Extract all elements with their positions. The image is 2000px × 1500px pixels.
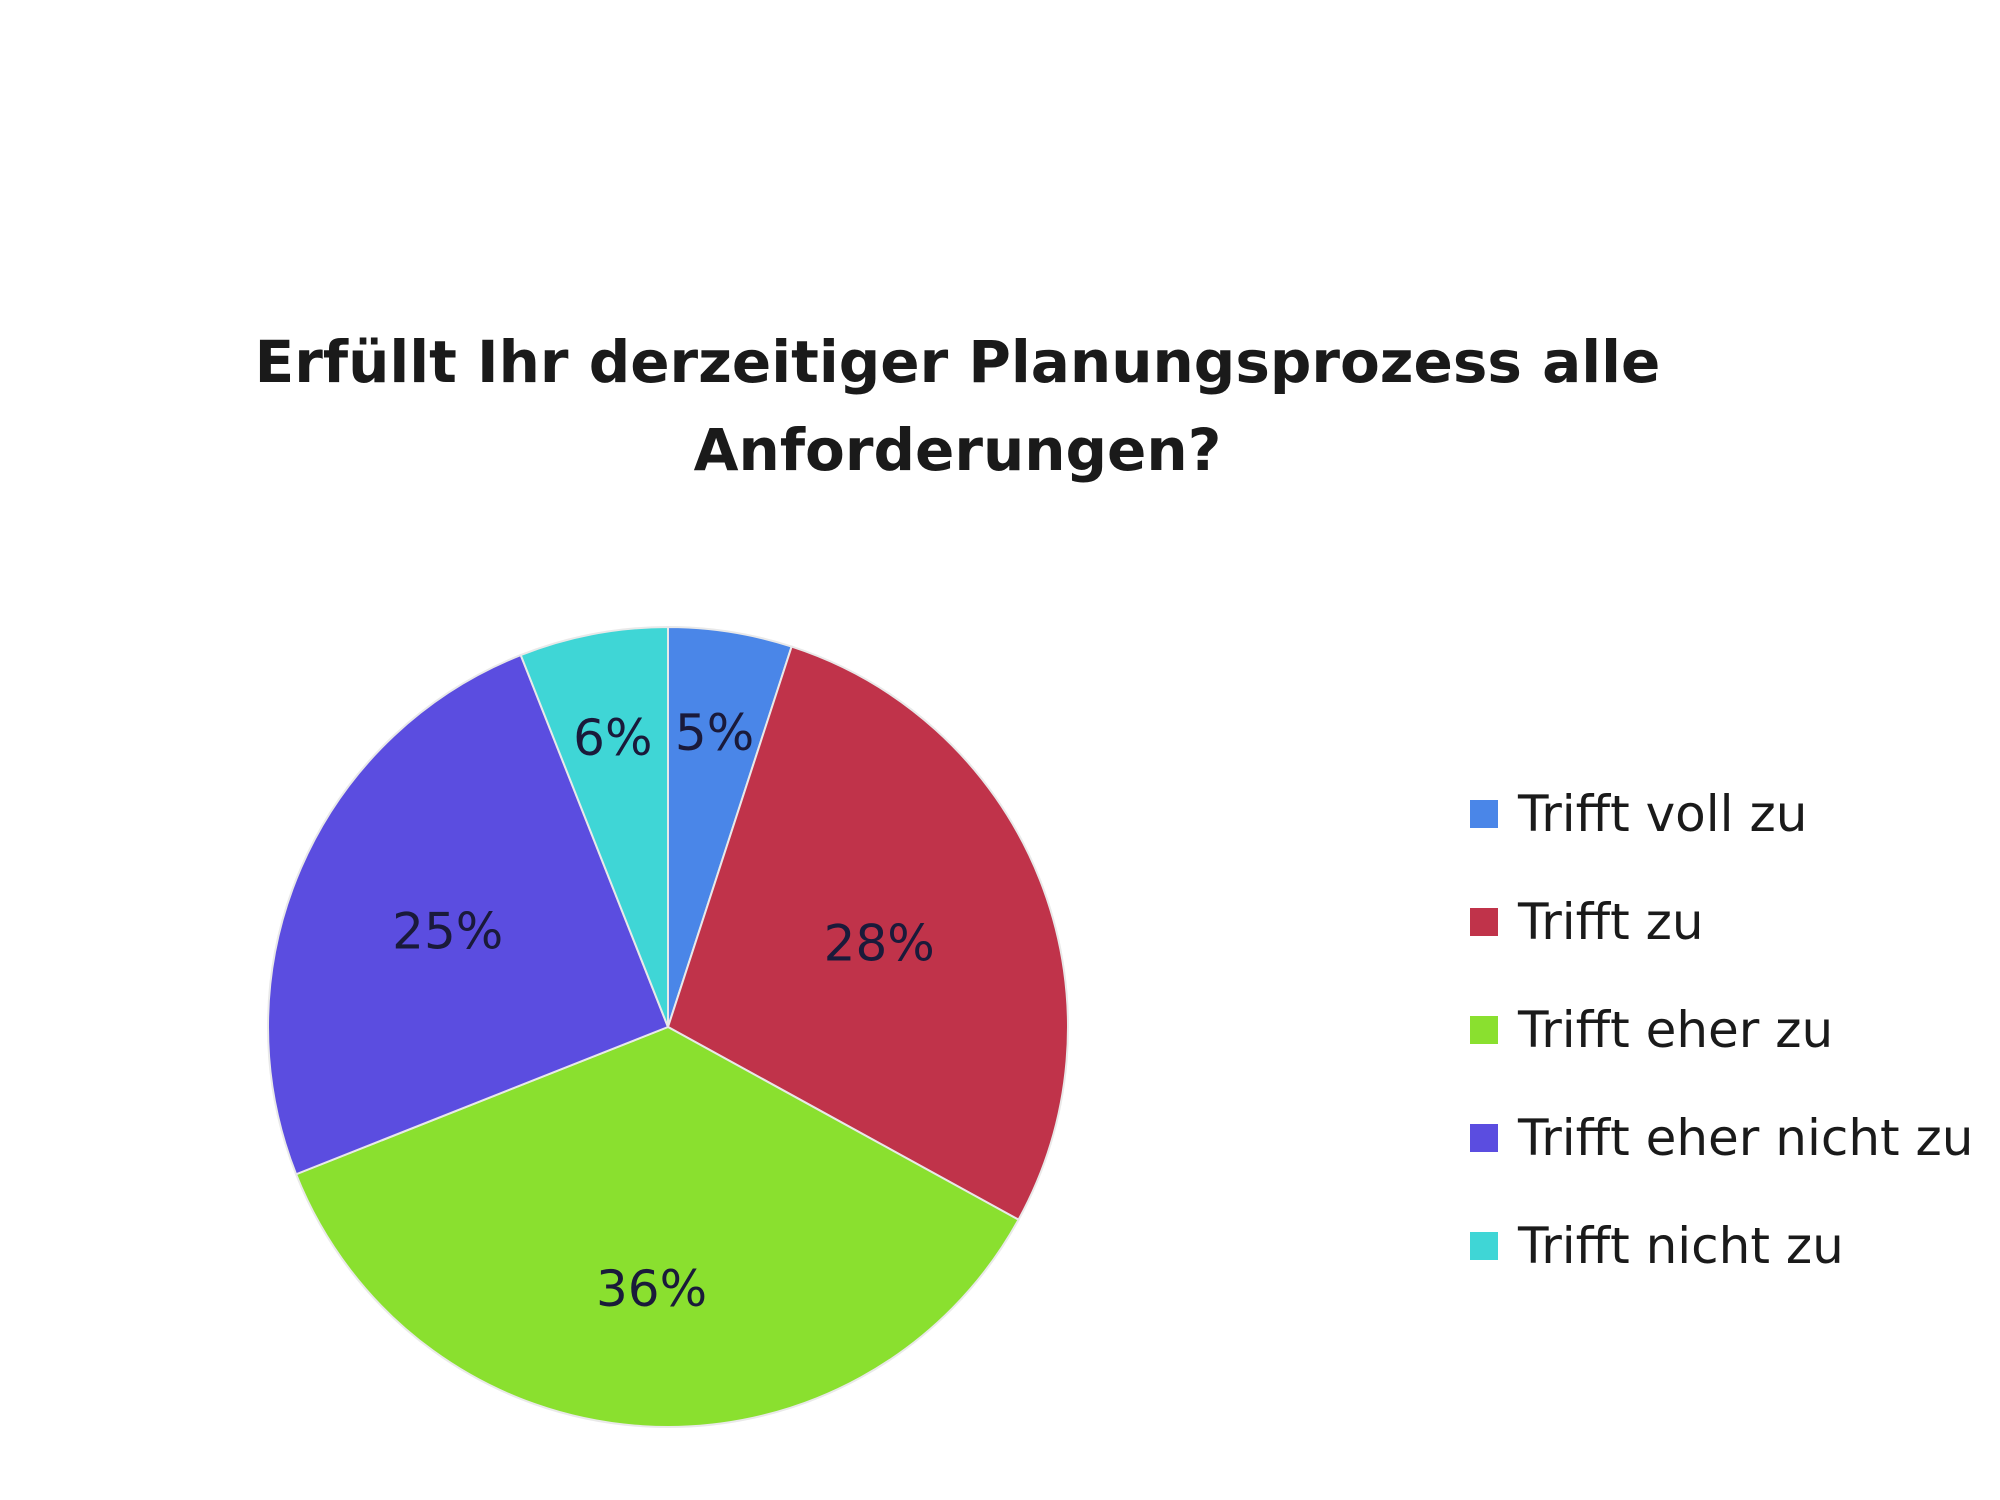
legend-swatch-5 xyxy=(1470,1232,1498,1260)
legend: Trifft voll zu Trifft zu Trifft eher zu Tri… xyxy=(1470,760,1973,1300)
legend-label-4: Trifft eher nicht zu xyxy=(1518,1109,1974,1167)
legend-item-4: Trifft eher nicht zu xyxy=(1470,1084,1973,1192)
legend-label-3: Trifft eher zu xyxy=(1518,1001,1834,1059)
legend-swatch-3 xyxy=(1470,1016,1498,1044)
data-label-3: 36% xyxy=(596,1260,707,1318)
pie-slice-5 xyxy=(519,625,669,1028)
legend-item-2: Trifft zu xyxy=(1470,868,1973,976)
data-label-2: 28% xyxy=(824,914,935,972)
data-label-1: 5% xyxy=(675,704,754,762)
chart-title: Erfüllt Ihr derzeitiger Planungsprozess … xyxy=(250,318,1665,494)
pie-data-labels: 5% 28% 36% 25% 6% xyxy=(392,704,935,1318)
chart-title-line-2: Anforderungen? xyxy=(693,416,1222,484)
legend-swatch-4 xyxy=(1470,1124,1498,1152)
pie-slices xyxy=(267,625,1069,1428)
chart-title-line-1: Erfüllt Ihr derzeitiger Planungsprozess … xyxy=(254,328,1661,396)
data-label-4: 25% xyxy=(392,903,503,961)
legend-item-1: Trifft voll zu xyxy=(1470,760,1973,868)
legend-label-1: Trifft voll zu xyxy=(1518,785,1808,843)
legend-label-2: Trifft zu xyxy=(1518,893,1704,951)
legend-label-5: Trifft nicht zu xyxy=(1518,1217,1844,1275)
legend-swatch-2 xyxy=(1470,908,1498,936)
legend-swatch-1 xyxy=(1470,800,1498,828)
pie-slice-2 xyxy=(666,645,1069,1222)
legend-item-3: Trifft eher zu xyxy=(1470,976,1973,1084)
pie-slice-3 xyxy=(294,1025,1020,1428)
legend-item-5: Trifft nicht zu xyxy=(1470,1192,1973,1300)
data-label-5: 6% xyxy=(573,709,652,767)
pie-slice-4 xyxy=(267,653,670,1176)
